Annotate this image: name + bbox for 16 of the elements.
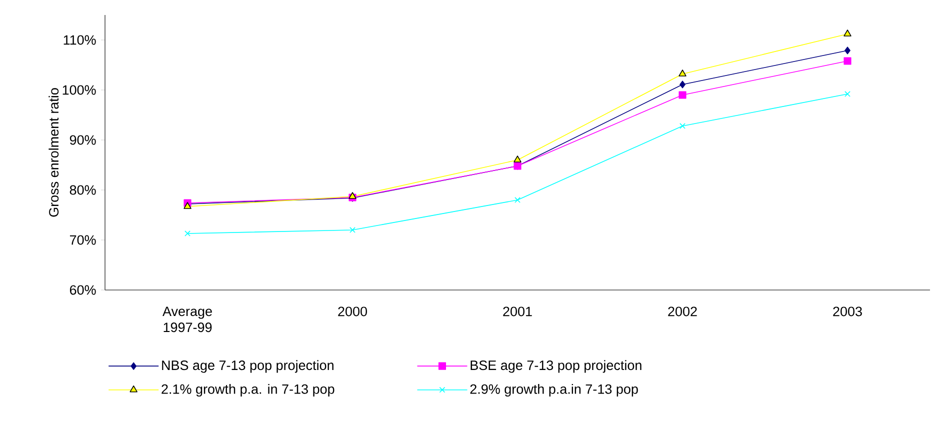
y-axis-title: Gross enrolment ratio [48, 88, 59, 217]
y-tick-label: 110% [64, 35, 96, 45]
y-tick-label: 70% [70, 235, 96, 245]
legend-label: BSE age 7-13 pop projection [470, 360, 642, 373]
x-tick-label: 2003 [833, 306, 862, 316]
y-tick-label: 60% [70, 285, 96, 295]
legend-label: NBS age 7-13 pop projection [162, 360, 334, 373]
y-tick-label: 80% [70, 185, 96, 195]
y-tick-label: 90% [70, 135, 96, 145]
x-tick-label: Average 1997-99 [162, 306, 212, 332]
x-tick-label: 2002 [668, 306, 697, 316]
x-tick-label: 2000 [338, 306, 367, 316]
x-tick-label: 2001 [503, 306, 532, 316]
legend-label: 2.1% growth p.a. in 7-13 pop [162, 384, 334, 397]
y-tick-label: 100% [62, 85, 96, 95]
legend-label: 2.9% growth p.a.in 7-13 pop [470, 384, 638, 397]
